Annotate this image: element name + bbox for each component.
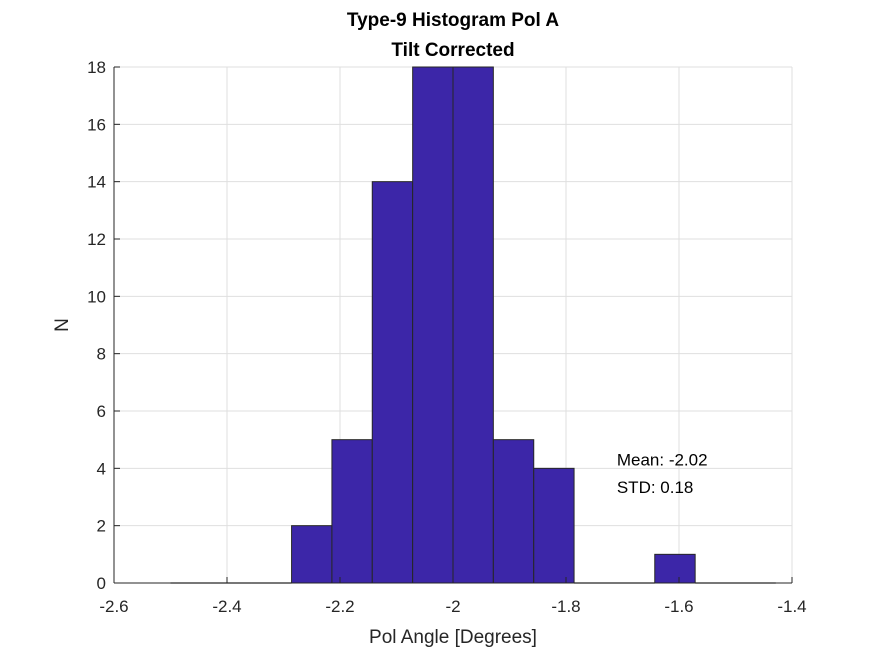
y-tick-label: 8 [97,345,106,364]
histogram-bar [533,467,575,584]
y-tick-label: 18 [87,58,106,77]
y-tick-label: 2 [97,517,106,536]
histogram-bar [492,439,535,584]
stat-annotation: Mean: -2.02 [617,451,708,470]
x-axis-label: Pol Angle [Degrees] [369,627,537,648]
histogram-bar [291,525,333,584]
chart-title: Type-9 Histogram Pol A [347,10,559,31]
histogram-bar [654,553,696,584]
x-tick-label: -1.8 [551,597,580,616]
annotations: Mean: -2.02 STD: 0.18 [617,451,708,497]
y-tick-label: 14 [87,173,106,192]
x-tick-label: -1.4 [777,597,806,616]
x-tick-label: -2.6 [99,597,128,616]
histogram-bar [452,66,494,584]
histogram-bar [371,181,414,584]
axes [113,66,793,584]
histogram-bar [412,66,454,584]
y-axis-label: N [52,318,73,332]
histogram-bar [331,439,373,584]
x-tick-labels: -2.6 -2.4 -2.2 -2 -1.8 -1.6 -1.4 [99,597,806,616]
x-tick-label: -2.4 [212,597,241,616]
y-tick-label: 16 [87,115,106,134]
x-tick-label: -2.2 [325,597,354,616]
y-tick-label: 4 [97,459,106,478]
chart-subtitle: Tilt Corrected [391,40,514,61]
x-tick-label: -1.6 [664,597,693,616]
stat-annotation: STD: 0.18 [617,478,694,497]
x-tick-label: -2 [445,597,460,616]
y-tick-labels: 0 2 4 6 8 10 12 14 16 18 [87,58,106,593]
y-tick-label: 6 [97,402,106,421]
y-tick-label: 12 [87,230,106,249]
y-tick-label: 0 [97,574,106,593]
y-tick-label: 10 [87,287,106,306]
bars [170,66,776,584]
